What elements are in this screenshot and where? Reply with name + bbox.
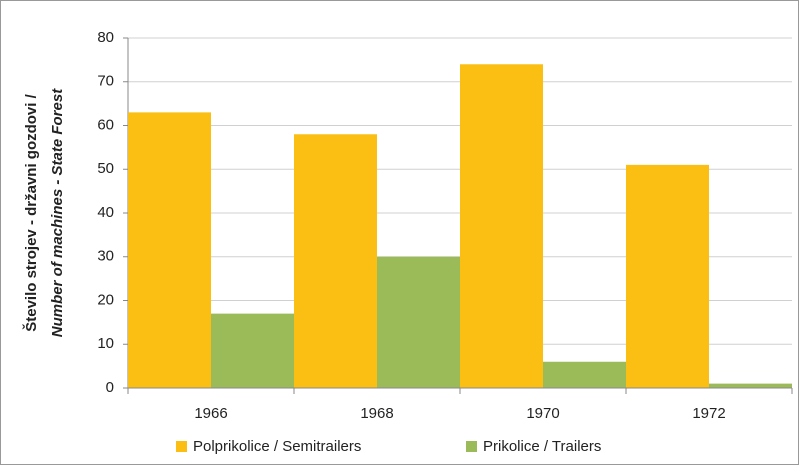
y-axis-label: Število strojev - državni gozdovi / (22, 93, 40, 331)
bar (626, 164, 709, 388)
bar (128, 112, 211, 388)
y-tick-label: 10 (97, 335, 114, 352)
y-tick-label: 30 (97, 248, 114, 265)
legend-label: Polprikolice / Semitrailers (193, 438, 361, 455)
legend-swatch (466, 441, 477, 452)
legend-swatch (176, 441, 187, 452)
y-tick-label: 60 (97, 116, 114, 133)
x-tick-label: 1972 (692, 405, 725, 422)
bar (211, 313, 294, 388)
y-tick-label: 0 (106, 379, 114, 396)
bar (377, 256, 460, 388)
bar (460, 64, 543, 388)
bar (543, 361, 626, 388)
y-tick-label: 20 (97, 291, 114, 308)
y-axis-label: Number of machines - State Forest (49, 88, 66, 337)
x-tick-label: 1966 (194, 405, 227, 422)
x-tick-label: 1968 (360, 405, 393, 422)
bar (294, 134, 377, 388)
y-tick-label: 80 (97, 29, 114, 46)
y-tick-label: 40 (97, 204, 114, 221)
legend-label: Prikolice / Trailers (483, 438, 601, 455)
y-tick-label: 50 (97, 160, 114, 177)
bar (709, 383, 792, 388)
x-tick-label: 1970 (526, 405, 559, 422)
y-tick-label: 70 (97, 73, 114, 90)
